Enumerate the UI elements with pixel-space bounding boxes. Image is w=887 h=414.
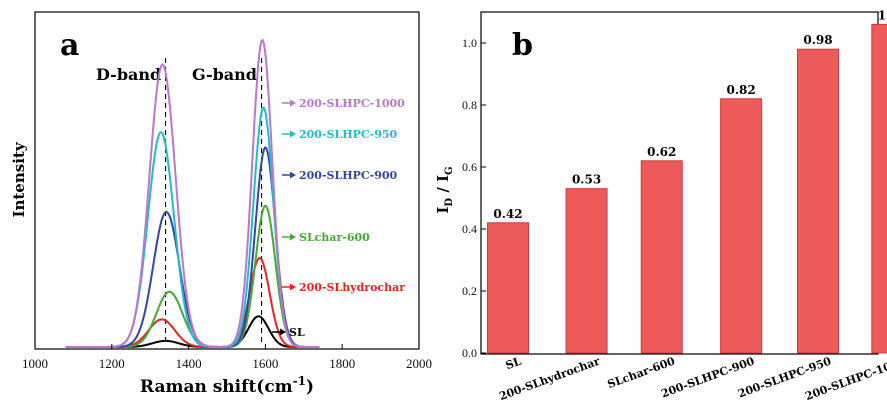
y-tick-label: 0.6 (462, 160, 477, 174)
ylabel-sub-g: G (444, 166, 455, 175)
y-tick-label: 0.2 (462, 284, 477, 298)
label-arrow-head (280, 328, 286, 336)
spectrum-line (65, 146, 320, 348)
bar-value-label: 0.62 (647, 145, 676, 159)
spectrum-line (65, 38, 320, 349)
y-tick-label: 0.8 (462, 98, 477, 112)
bar-value-label: 0.82 (727, 83, 756, 97)
panel-letter-b: b (512, 28, 533, 63)
bar (871, 23, 887, 354)
id-ig-ratio-chart: b 0.0 0.2 0.4 0.6 0.8 1.0 0.42 0.53 0.62 0.82 0.9… (434, 8, 887, 403)
bar-value-label: 1.06 (878, 8, 887, 22)
x-tick-label: 1400 (176, 356, 202, 371)
bar (796, 48, 839, 354)
category-label: SL (504, 355, 523, 373)
series-labels: SL 200-SLhydrochar SLchar-600 200-SLHPC-900… (272, 97, 405, 339)
label-arrow-head (290, 171, 296, 179)
spectra-lines (65, 38, 320, 349)
x-axis-ticks: 1000 1200 1400 1600 1800 2000 (22, 344, 432, 371)
x-tick-label: 1000 (22, 356, 48, 371)
series-label: SL (289, 326, 305, 339)
label-arrow-head (290, 283, 296, 291)
series-label: 200-SLHPC-900 (299, 169, 397, 182)
band-label: D-band (96, 65, 161, 84)
band-label: G-band (192, 65, 257, 84)
raman-spectra-chart: a D-band G-band SL 200-SLhydrochar SLchar-6… (10, 11, 432, 397)
x-tick-label: 1800 (329, 356, 355, 371)
y-axis-ticks: 0.0 0.2 0.4 0.6 0.8 1.0 (462, 36, 486, 360)
bar-value-label: 0.42 (493, 207, 522, 221)
x-axis-label-text: Raman shift(cm (140, 377, 293, 397)
bar-value-label: 0.53 (572, 173, 601, 187)
bar (640, 160, 683, 354)
ylabel-mid: / I (434, 175, 452, 198)
ylabel-sub-d: D (444, 198, 455, 207)
series-label: 200-SLHPC-950 (299, 128, 397, 141)
bar (487, 222, 529, 354)
x-tick-label: 1600 (252, 356, 278, 371)
bars (487, 23, 887, 354)
ylabel-i1: I (434, 207, 452, 214)
y-tick-label: 0.0 (462, 346, 477, 360)
x-tick-label: 2000 (406, 356, 432, 371)
series-label: 200-SLHPC-1000 (299, 97, 405, 110)
x-axis-label-sup: -1 (293, 374, 306, 388)
x-axis-label: Raman shift(cm-1) (140, 374, 314, 397)
x-axis-label-close: ) (306, 377, 314, 397)
plot-frame-a (34, 11, 420, 350)
bar (565, 188, 608, 354)
y-tick-label: 1.0 (462, 36, 477, 50)
y-axis-label-b: ID / IG (434, 166, 455, 213)
x-tick-label: 1200 (99, 356, 125, 371)
label-arrow-head (290, 130, 296, 138)
bar-value-label: 0.98 (803, 33, 832, 47)
label-arrow-head (290, 99, 296, 107)
bar (720, 98, 763, 354)
series-label: SLchar-600 (299, 231, 370, 244)
panel-letter-a: a (60, 28, 79, 63)
bar-value-labels: 0.42 0.53 0.62 0.82 0.98 1.06 (493, 8, 887, 220)
band-markers: D-band G-band (96, 58, 263, 343)
y-axis-label: Intensity (10, 141, 28, 217)
y-tick-label: 0.4 (462, 222, 477, 236)
series-label: 200-SLhydrochar (299, 281, 405, 294)
label-arrow-head (290, 233, 296, 241)
